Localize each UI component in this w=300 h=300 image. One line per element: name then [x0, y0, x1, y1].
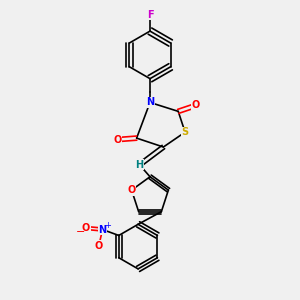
Text: S: S: [182, 127, 189, 137]
Text: N: N: [146, 98, 154, 107]
Text: O: O: [113, 135, 122, 145]
Text: O: O: [95, 241, 103, 251]
Text: +: +: [104, 220, 111, 230]
Text: O: O: [192, 100, 200, 110]
Text: F: F: [147, 10, 153, 20]
Text: O: O: [128, 185, 136, 195]
Text: O: O: [82, 223, 90, 233]
Text: N: N: [98, 224, 106, 235]
Text: H: H: [136, 160, 144, 170]
Text: −: −: [76, 227, 85, 238]
